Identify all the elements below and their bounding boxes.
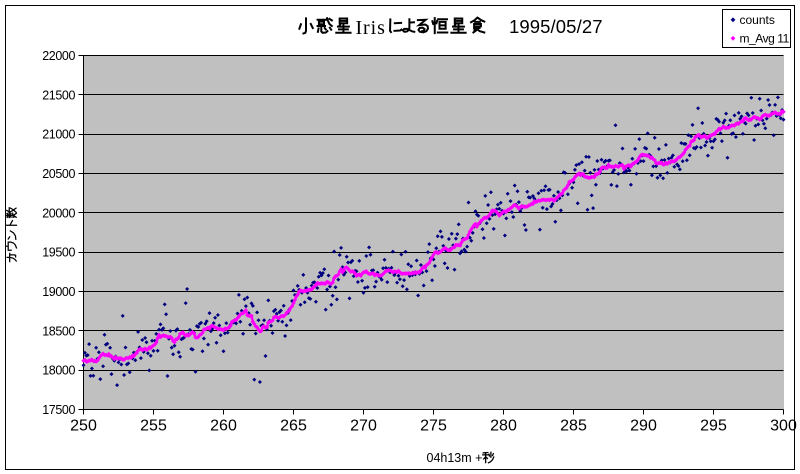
svg-text:04h13m +: 04h13m + — [427, 451, 483, 465]
svg-text:m_Avg 11: m_Avg 11 — [740, 32, 790, 46]
svg-text:255: 255 — [140, 418, 167, 435]
svg-text:17500: 17500 — [42, 403, 75, 417]
svg-text:Iris: Iris — [356, 17, 386, 39]
svg-text:22000: 22000 — [42, 49, 75, 63]
svg-text:19500: 19500 — [42, 246, 75, 260]
svg-text:21500: 21500 — [42, 88, 75, 102]
svg-text:1995/05/27: 1995/05/27 — [509, 16, 603, 37]
svg-text:295: 295 — [700, 418, 727, 435]
svg-text:290: 290 — [630, 418, 657, 435]
svg-text:260: 260 — [210, 418, 237, 435]
svg-text:19000: 19000 — [42, 285, 75, 299]
svg-text:270: 270 — [350, 418, 377, 435]
svg-text:280: 280 — [490, 418, 517, 435]
svg-text:300: 300 — [770, 418, 797, 435]
svg-text:250: 250 — [70, 418, 97, 435]
svg-text:265: 265 — [280, 418, 307, 435]
svg-text:counts: counts — [740, 13, 775, 27]
svg-text:275: 275 — [420, 418, 447, 435]
svg-text:285: 285 — [560, 418, 587, 435]
svg-text:21000: 21000 — [42, 128, 75, 142]
svg-text:18000: 18000 — [42, 364, 75, 378]
svg-text:18500: 18500 — [42, 324, 75, 338]
svg-text:20500: 20500 — [42, 167, 75, 181]
svg-text:20000: 20000 — [42, 206, 75, 220]
